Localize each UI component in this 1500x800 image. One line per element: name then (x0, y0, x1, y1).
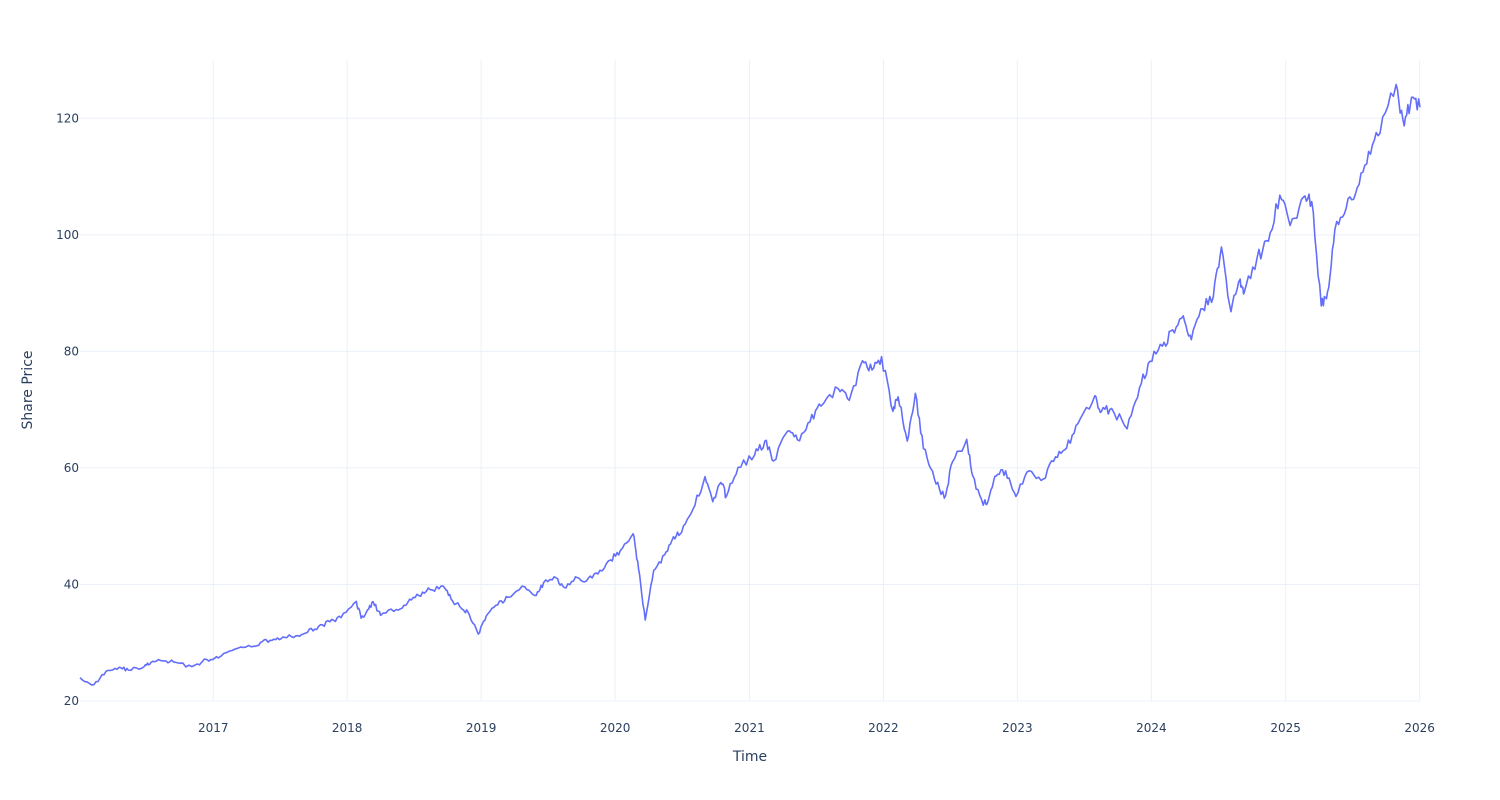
x-tick-label: 2017 (198, 721, 229, 735)
x-tick-label: 2026 (1404, 721, 1435, 735)
x-tick-label: 2021 (734, 721, 765, 735)
x-tick-label: 2023 (1002, 721, 1033, 735)
y-tick-label: 20 (64, 694, 79, 708)
plot-background (80, 60, 1420, 701)
x-tick-label: 2025 (1270, 721, 1301, 735)
y-tick-label: 40 (64, 577, 79, 591)
x-axis-title: Time (732, 749, 767, 765)
series-line (79, 83, 1421, 686)
x-tick-label: 2024 (1136, 721, 1167, 735)
grid (80, 60, 1421, 702)
x-tick-labels: 2017 2018 2019 2020 2021 2022 2023 2024 2025 2026 (198, 721, 1435, 735)
y-tick-labels: 20 40 60 80 100 120 (56, 111, 79, 708)
x-tick-label: 2020 (600, 721, 631, 735)
x-tick-label: 2019 (466, 721, 497, 735)
y-axis-title: Share Price (20, 350, 36, 429)
y-tick-label: 80 (64, 344, 79, 358)
series-group (79, 83, 1421, 686)
y-tick-label: 60 (64, 461, 79, 475)
y-tick-label: 120 (56, 111, 79, 125)
y-tick-label: 100 (56, 228, 79, 242)
x-tick-label: 2018 (332, 721, 363, 735)
x-tick-label: 2022 (868, 721, 899, 735)
